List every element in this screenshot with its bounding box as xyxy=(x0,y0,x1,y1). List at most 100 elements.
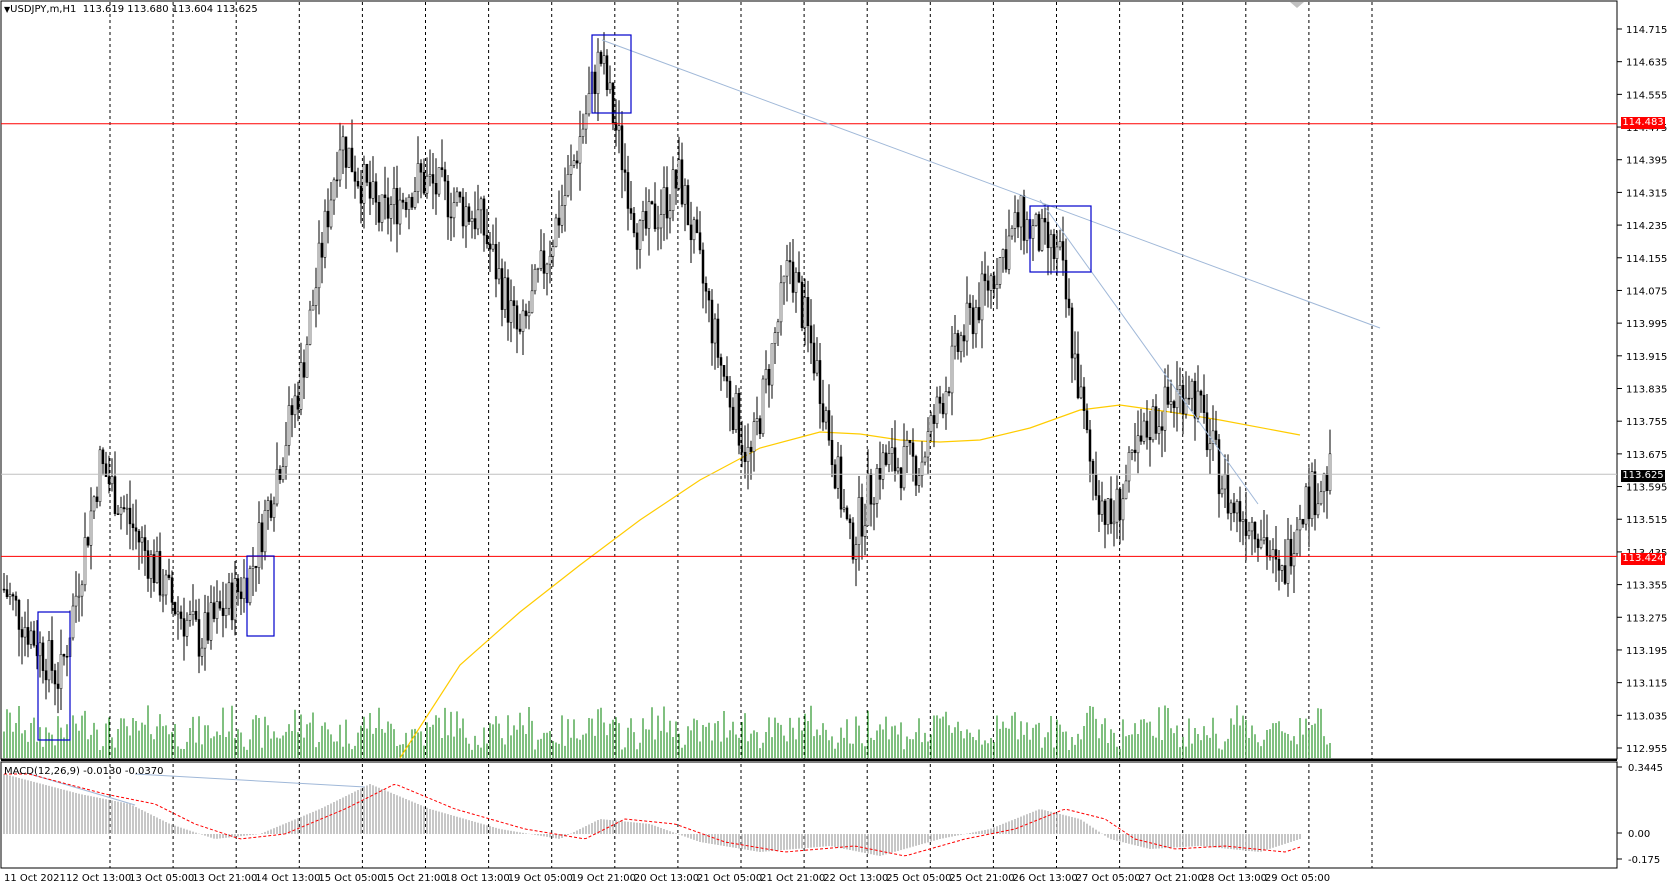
dropdown-icon[interactable]: ▼ xyxy=(4,5,11,14)
candle-body xyxy=(1016,212,1020,228)
candle-body xyxy=(947,391,951,394)
candle-body xyxy=(530,290,534,313)
candle-body xyxy=(905,440,909,447)
candle-body xyxy=(59,654,63,689)
candle-body xyxy=(497,268,501,280)
macd-trend-line-1[interactable] xyxy=(29,773,136,806)
candle-body xyxy=(1247,530,1251,536)
highlight-box[interactable] xyxy=(591,34,632,114)
chart-shift-marker-icon[interactable] xyxy=(1290,2,1304,8)
highlight-box[interactable] xyxy=(246,555,275,637)
candle-body xyxy=(767,368,771,386)
candle-body xyxy=(1100,500,1104,515)
candle-body xyxy=(668,210,672,219)
candle-body xyxy=(641,211,645,221)
macd-label: MACD(12,26,9) -0.0130 -0.0370 xyxy=(4,766,164,777)
price-tick-label: 113.595 xyxy=(1626,483,1667,494)
candle-body xyxy=(1064,259,1068,300)
candle-body xyxy=(911,442,915,457)
candle-body xyxy=(503,277,507,310)
candle-body xyxy=(401,199,405,203)
candle-body xyxy=(26,627,30,645)
candle-body xyxy=(644,211,648,229)
candle-body xyxy=(167,574,171,578)
candle-body xyxy=(275,469,279,505)
candle-body xyxy=(236,578,240,593)
candle-body xyxy=(317,242,321,289)
candle-body xyxy=(1049,234,1053,249)
candle-body xyxy=(1166,386,1170,405)
highlight-boxes xyxy=(37,34,1092,741)
candle-body xyxy=(809,325,813,344)
candle-body xyxy=(365,164,369,183)
candle-body xyxy=(620,125,624,171)
candle-body xyxy=(560,205,564,226)
trend-line-lower[interactable] xyxy=(1039,199,1259,505)
candle-body xyxy=(1187,397,1191,400)
candle-body xyxy=(434,183,438,195)
candle-body xyxy=(440,167,444,170)
candle-body xyxy=(650,201,654,205)
price-tick-label: 113.515 xyxy=(1626,515,1667,526)
price-tick-label: 113.355 xyxy=(1626,581,1667,592)
candle-body xyxy=(989,275,993,291)
candle-body xyxy=(902,446,906,489)
candle-body xyxy=(506,277,510,323)
candle-body xyxy=(425,175,429,194)
candle-body xyxy=(29,630,33,645)
time-tick-label: 12 Oct 13:00 xyxy=(66,873,131,884)
candle-body xyxy=(617,125,621,131)
candle-body xyxy=(1058,241,1062,248)
candle-body xyxy=(584,113,588,130)
candle-body xyxy=(308,309,312,345)
candle-body xyxy=(389,204,393,219)
ohlc-label: 113.619 113.680 113.604 113.625 xyxy=(82,4,258,15)
highlight-box[interactable] xyxy=(1029,205,1092,273)
candle-body xyxy=(1052,234,1056,260)
candle-body xyxy=(1169,401,1173,405)
candle-body xyxy=(293,395,297,416)
candle-body xyxy=(218,601,222,609)
candle-body xyxy=(1304,486,1308,525)
candle-body xyxy=(383,194,387,198)
candle-body xyxy=(518,328,522,332)
candle-body xyxy=(713,318,717,344)
candle-body xyxy=(266,500,270,511)
candle-body xyxy=(407,196,411,210)
candle-body xyxy=(137,530,141,543)
time-tick-label: 13 Oct 05:00 xyxy=(129,873,194,884)
candle-body xyxy=(182,618,186,637)
candle-body xyxy=(839,456,843,510)
macd-trend-line-2[interactable] xyxy=(134,773,366,788)
candle-body xyxy=(557,217,561,226)
candle-body xyxy=(749,446,753,452)
candle-body xyxy=(341,136,345,151)
candle-body xyxy=(371,181,375,199)
candle-body xyxy=(1148,437,1152,441)
candle-body xyxy=(1010,228,1014,237)
candle-body xyxy=(1025,219,1029,241)
candle-body xyxy=(110,476,114,485)
candle-body xyxy=(1133,449,1137,454)
candle-body xyxy=(203,612,207,649)
candle-body xyxy=(719,357,723,366)
price-tick-label: 113.995 xyxy=(1626,319,1667,330)
candle-body xyxy=(626,172,630,209)
candle-body xyxy=(794,272,798,293)
candle-body xyxy=(812,342,816,374)
candle-body xyxy=(926,431,930,458)
candle-body xyxy=(1157,426,1161,434)
price-tick-label: 114.315 xyxy=(1626,188,1667,199)
candle-body xyxy=(917,475,921,486)
candle-body xyxy=(224,607,228,616)
candle-body xyxy=(1124,480,1128,500)
candle-body xyxy=(1298,518,1302,531)
candle-body xyxy=(332,179,336,201)
highlight-box[interactable] xyxy=(37,611,71,741)
candle-body xyxy=(188,614,192,621)
trend-line-upper[interactable] xyxy=(601,39,1381,329)
candle-body xyxy=(230,582,234,621)
candle-body xyxy=(692,219,696,241)
price-tick-label: 114.075 xyxy=(1626,286,1667,297)
